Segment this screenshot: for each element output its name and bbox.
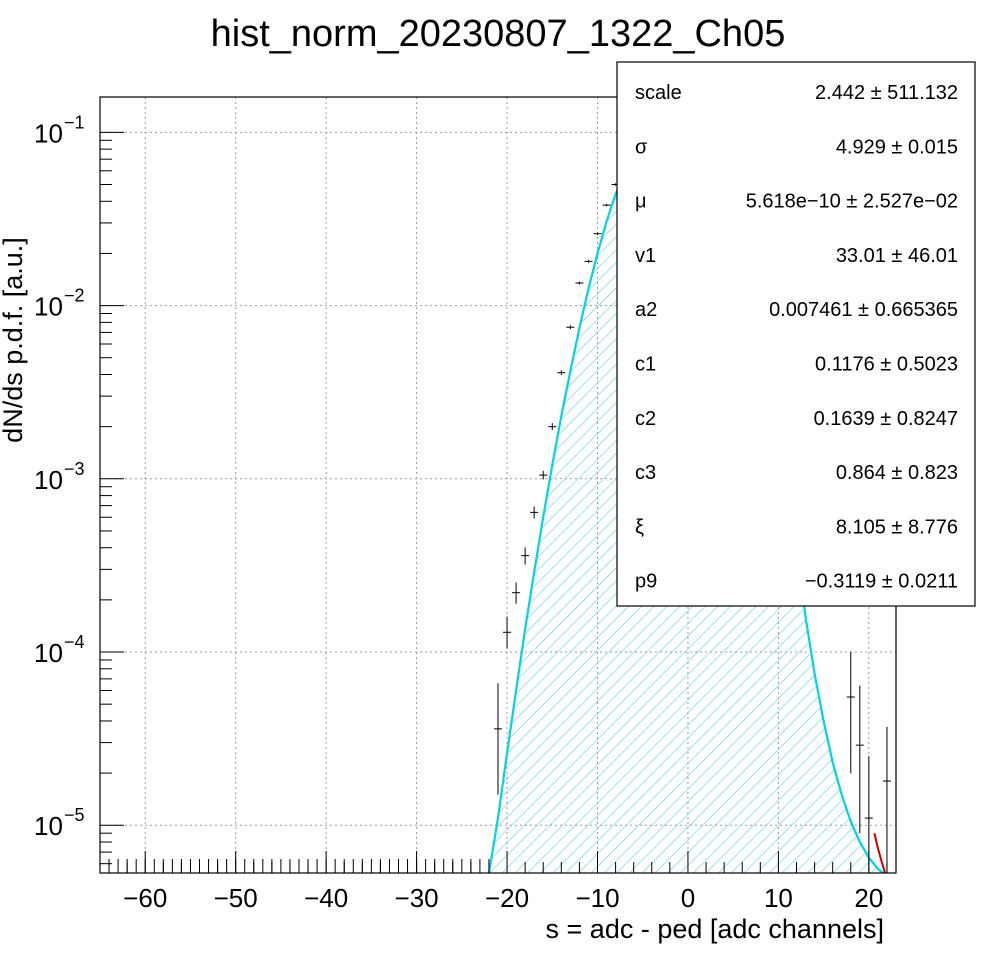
stats-param-name: σ — [635, 136, 648, 158]
x-tick-label: 0 — [681, 883, 695, 913]
x-tick-label: 20 — [854, 883, 883, 913]
stats-param-name: scale — [635, 82, 682, 104]
x-tick-label: 10 — [764, 883, 793, 913]
stats-param-value: 0.007461 ± 0.665365 — [769, 299, 958, 321]
stats-box-frame — [616, 61, 976, 607]
y-tick-base: 10 — [34, 292, 63, 322]
y-tick-exponent: −1 — [64, 112, 85, 132]
x-tick-label: −30 — [395, 883, 439, 913]
y-tick-exponent: −2 — [64, 286, 85, 306]
x-tick-label: −20 — [485, 883, 529, 913]
chart-title: hist_norm_20230807_1322_Ch05 — [211, 13, 786, 55]
stats-param-name: v1 — [635, 245, 656, 267]
stats-param-value: −0.3119 ± 0.0211 — [805, 571, 958, 593]
y-tick-base: 10 — [34, 465, 63, 495]
stats-param-value: 0.1639 ± 0.8247 — [814, 408, 958, 430]
y-tick-exponent: −3 — [64, 459, 85, 479]
stats-param-name: c2 — [635, 408, 656, 430]
y-tick-base: 10 — [34, 118, 63, 148]
tail-fit-curve — [873, 832, 887, 873]
x-tick-label: −60 — [123, 883, 167, 913]
stats-param-value: 8.105 ± 8.776 — [836, 516, 958, 538]
y-tick-exponent: −4 — [64, 632, 85, 652]
stats-param-name: a2 — [635, 299, 657, 321]
stats-param-value: 0.1176 ± 0.5023 — [815, 354, 958, 376]
y-tick-base: 10 — [34, 638, 63, 668]
x-tick-label: −40 — [304, 883, 348, 913]
x-axis-label: s = adc - ped [adc channels] — [546, 914, 884, 944]
stats-param-value: 4.929 ± 0.015 — [836, 136, 958, 158]
x-tick-label: −10 — [575, 883, 619, 913]
y-tick-exponent: −5 — [64, 805, 85, 825]
stats-param-name: ξ — [635, 516, 644, 538]
x-tick-label: −50 — [214, 883, 258, 913]
stats-param-value: 2.442 ± 511.132 — [815, 82, 958, 104]
stats-box: scale 2.442 ± 511.132 σ 4.929 ± 0.015 μ 5.618… — [616, 61, 976, 607]
stats-param-value: 0.864 ± 0.823 — [836, 462, 958, 484]
stats-rows: scale 2.442 ± 511.132 σ 4.929 ± 0.015 μ 5.618… — [635, 82, 958, 593]
x-axis: −60 −50 −40 −30 −20 −10 0 10 20 — [108, 851, 888, 913]
y-tick-base: 10 — [34, 811, 63, 841]
stats-param-name: p9 — [635, 571, 657, 593]
y-axis-label: dN/ds p.d.f. [a.u.] — [0, 237, 28, 443]
stats-param-value: 33.01 ± 46.01 — [836, 245, 958, 267]
y-axis: 10−110−210−310−410−5 — [34, 112, 124, 865]
stats-param-name: μ — [635, 191, 647, 213]
stats-param-name: c1 — [635, 354, 656, 376]
stats-param-value: 5.618e−10 ± 2.527e−02 — [746, 191, 958, 213]
stats-param-name: c3 — [635, 462, 656, 484]
